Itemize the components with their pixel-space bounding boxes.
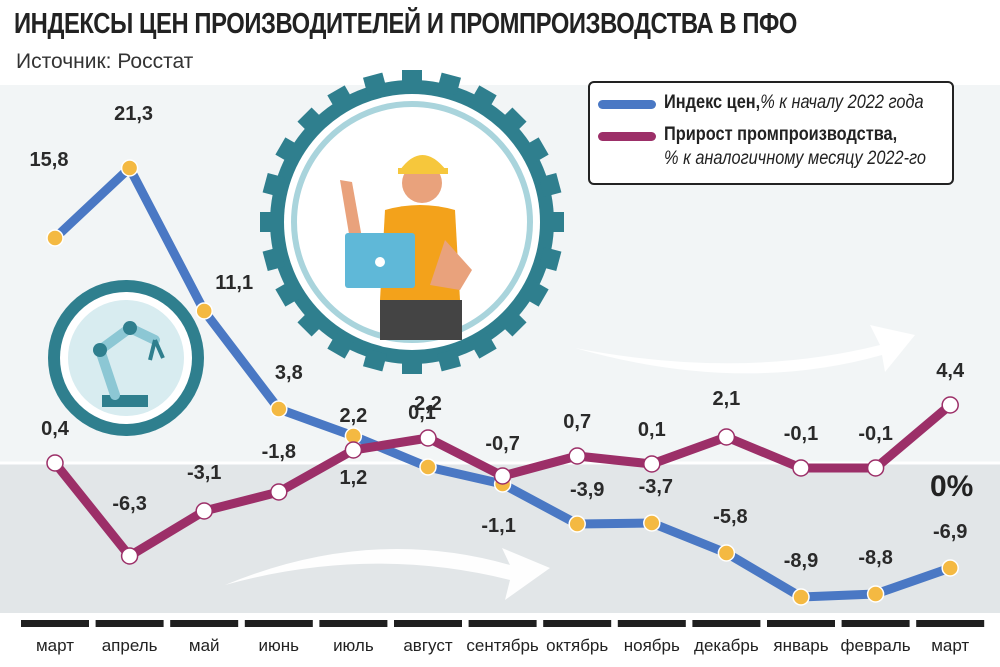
production-data-label: 4,4 <box>936 360 965 382</box>
gear-teeth-icon <box>260 70 564 374</box>
trend-arrow-upper <box>575 325 915 374</box>
month-label: май <box>189 636 220 655</box>
legend-item-production: Прирост промпроизводства, % к аналогичном… <box>598 123 969 171</box>
price-data-label: -3,9 <box>570 479 604 501</box>
production-data-label: -0,7 <box>485 433 519 455</box>
price-point <box>419 458 437 476</box>
month-bar <box>95 620 164 627</box>
production-data-label: -0,1 <box>784 423 818 445</box>
robot-arm-icon <box>93 321 165 407</box>
price-point <box>120 159 139 177</box>
price-data-label: -8,8 <box>858 547 892 569</box>
price-point <box>643 514 661 532</box>
legend: Индекс цен,% к началу 2022 года Прирост … <box>588 81 954 185</box>
price-data-label: 1,2 <box>339 467 367 489</box>
legend-price-title: Индекс цен, <box>664 92 761 113</box>
month-bar <box>244 620 313 627</box>
data-labels: 15,8 21,3 11,1 3,8 1,2 0,1 -1,1 -3,9 -3,7 -5,8 -8,… <box>30 103 968 572</box>
month-bar <box>543 620 612 627</box>
month-bar <box>170 620 239 627</box>
production-point <box>195 502 213 520</box>
month-label: июнь <box>259 636 300 655</box>
price-point <box>941 559 959 577</box>
month-bar <box>841 620 910 627</box>
price-data-label: 0,1 <box>408 402 436 424</box>
price-data-label: 21,3 <box>114 103 153 125</box>
production-data-label: 0,4 <box>41 418 70 440</box>
production-point <box>344 441 363 459</box>
month-label: февраль <box>841 636 911 655</box>
zero-percent-label: 0% <box>930 470 974 503</box>
price-point <box>46 229 64 247</box>
production-data-label: 2,2 <box>414 393 442 415</box>
production-data-label: 0,1 <box>638 419 666 441</box>
price-data-label: 15,8 <box>30 149 69 171</box>
month-label: октябрь <box>546 636 608 655</box>
production-point <box>941 396 959 414</box>
month-bar <box>692 620 761 627</box>
month-label: ноябрь <box>624 636 680 655</box>
legend-swatch-price <box>598 100 656 109</box>
month-label: март <box>36 636 74 655</box>
hard-hat-icon <box>400 155 446 170</box>
chart-markers <box>46 159 959 606</box>
month-bar <box>617 620 686 627</box>
price-data-label: 3,8 <box>275 362 303 384</box>
chart-source: Источник: Росстат <box>16 50 194 73</box>
production-point <box>643 455 661 473</box>
month-label: июль <box>333 636 374 655</box>
worker-gear-illustration <box>260 70 564 374</box>
production-point <box>46 454 64 472</box>
production-data-label: 2,2 <box>339 405 367 427</box>
production-point <box>120 547 139 565</box>
month-bar <box>916 620 985 627</box>
production-data-label: -3,1 <box>187 462 221 484</box>
production-data-label: 2,1 <box>712 388 740 410</box>
month-bar <box>468 620 537 627</box>
production-data-label: -1,8 <box>262 441 296 463</box>
production-point <box>568 447 586 465</box>
price-point <box>568 515 586 533</box>
price-data-label: -5,8 <box>713 506 747 528</box>
chart-title: ИНДЕКСЫ ЦЕН ПРОИЗВОДИТЕЛЕЙ И ПРОМПРОИЗВО… <box>14 8 798 40</box>
legend-production-unit: % к аналогичному месяцу 2022-го <box>664 148 927 169</box>
month-axis: март апрель май июнь июль август сентябрь октяб… <box>21 620 985 655</box>
price-data-label: -8,9 <box>784 550 818 572</box>
month-label: март <box>931 636 969 655</box>
price-data-label: -6,9 <box>933 521 967 543</box>
month-label: апрель <box>102 636 158 655</box>
month-bar <box>319 620 388 627</box>
production-point <box>792 459 810 477</box>
trend-arrow-lower <box>225 548 550 600</box>
price-point <box>792 588 810 606</box>
production-data-label: 0,7 <box>563 411 591 433</box>
price-data-label: 11,1 <box>215 272 253 294</box>
month-bar <box>767 620 835 627</box>
legend-item-price: Индекс цен,% к началу 2022 года <box>598 91 966 115</box>
production-point <box>493 467 512 485</box>
month-label: январь <box>773 636 828 655</box>
legend-price-unit: % к началу 2022 года <box>760 92 924 113</box>
production-data-label: -0,1 <box>858 423 892 445</box>
price-data-label: -1,1 <box>481 515 515 537</box>
price-point <box>270 400 288 418</box>
production-point <box>866 459 885 477</box>
price-point <box>717 544 736 562</box>
production-point <box>270 483 288 501</box>
month-label: сентябрь <box>466 636 539 655</box>
legend-production-title: Прирост промпроизводства, <box>664 124 898 145</box>
production-data-label: -6,3 <box>112 493 146 515</box>
price-data-label: -3,7 <box>639 476 673 498</box>
price-point <box>195 302 213 320</box>
legend-swatch-production <box>598 132 656 141</box>
month-bar <box>21 620 89 627</box>
robot-gear-illustration <box>48 280 204 436</box>
month-label: август <box>403 636 452 655</box>
month-bar <box>394 620 462 627</box>
month-label: декабрь <box>694 636 759 655</box>
price-point <box>866 585 885 603</box>
production-point <box>419 429 437 447</box>
production-point <box>717 428 736 446</box>
